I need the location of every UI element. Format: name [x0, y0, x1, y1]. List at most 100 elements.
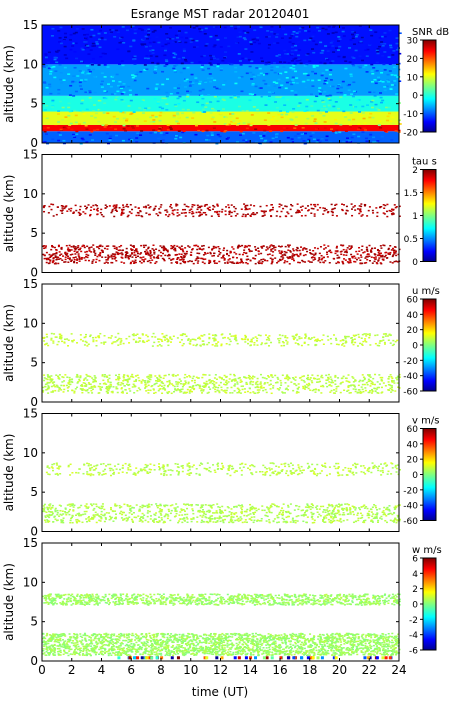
- data-cell: [318, 389, 320, 391]
- data-cell: [321, 50, 324, 52]
- data-cell: [202, 69, 205, 71]
- data-cell: [252, 384, 254, 386]
- data-cell: [57, 510, 59, 512]
- data-cell: [60, 43, 63, 45]
- data-cell: [51, 338, 53, 340]
- data-cell: [358, 336, 360, 338]
- data-cell: [146, 341, 148, 343]
- data-cell: [100, 514, 102, 516]
- data-cell: [165, 214, 167, 216]
- data-cell: [307, 205, 309, 207]
- data-cell: [92, 339, 94, 341]
- data-cell: [376, 212, 378, 214]
- data-cell: [338, 257, 340, 259]
- data-cell: [57, 140, 60, 142]
- data-cell: [129, 512, 131, 514]
- data-cell: [305, 215, 307, 217]
- data-cell: [215, 382, 217, 384]
- data-cell: [220, 511, 222, 513]
- data-cell: [328, 374, 330, 376]
- data-cell: [73, 51, 76, 53]
- data-cell: [176, 113, 179, 115]
- data-cell: [75, 58, 78, 60]
- data-cell: [165, 132, 168, 134]
- data-cell: [276, 133, 279, 135]
- data-cell: [244, 39, 247, 41]
- data-cell: [262, 258, 264, 260]
- data-cell: [247, 122, 250, 124]
- data-cell: [217, 506, 219, 508]
- data-cell: [365, 333, 367, 335]
- data-cell: [296, 254, 298, 256]
- data-cell: [352, 377, 354, 379]
- data-cell: [206, 43, 209, 45]
- data-cell: [123, 374, 125, 376]
- data-cell: [245, 382, 247, 384]
- data-cell: [243, 122, 246, 124]
- data-cell: [312, 256, 314, 258]
- data-cell: [281, 345, 283, 347]
- data-cell: [97, 121, 100, 123]
- data-cell: [175, 121, 178, 123]
- data-cell: [346, 378, 348, 380]
- data-cell: [387, 378, 389, 380]
- data-cell: [291, 50, 294, 52]
- data-cell: [240, 90, 243, 92]
- data-cell: [172, 118, 175, 120]
- data-cell: [45, 343, 47, 345]
- data-cell: [384, 90, 387, 92]
- data-cell: [389, 210, 391, 212]
- data-cell: [69, 377, 71, 379]
- data-cell: [397, 520, 399, 522]
- data-cell: [155, 503, 157, 505]
- data-cell: [213, 65, 216, 67]
- data-cell: [102, 506, 104, 508]
- data-cell: [197, 262, 199, 264]
- data-cell: [54, 518, 56, 520]
- data-cell: [297, 41, 300, 43]
- data-cell: [373, 518, 375, 520]
- data-cell: [269, 245, 271, 247]
- data-cell: [149, 260, 151, 262]
- data-cell: [276, 506, 278, 508]
- data-cell: [135, 141, 138, 143]
- data-cell: [186, 518, 188, 520]
- data-cell: [240, 258, 242, 260]
- data-cell: [346, 380, 348, 382]
- data-cell: [394, 390, 396, 392]
- data-cell: [208, 139, 211, 141]
- data-cell: [71, 505, 73, 507]
- data-cell: [159, 380, 161, 382]
- data-cell: [100, 209, 102, 211]
- data-cell: [75, 131, 78, 133]
- data-cell: [324, 260, 326, 262]
- data-cell: [248, 59, 251, 61]
- data-cell: [132, 376, 134, 378]
- data-cell: [368, 255, 370, 257]
- data-cell: [391, 74, 394, 76]
- data-cell: [253, 342, 255, 344]
- data-cell: [157, 101, 160, 103]
- data-cell: [180, 389, 182, 391]
- data-cell: [191, 521, 193, 523]
- data-cell: [353, 335, 355, 337]
- data-cell: [369, 335, 371, 337]
- data-cell: [377, 521, 379, 523]
- data-cell: [109, 375, 111, 377]
- data-cell: [57, 110, 60, 112]
- data-cell: [241, 509, 243, 511]
- data-cell: [291, 123, 294, 125]
- data-cell: [304, 261, 306, 263]
- data-cell: [95, 41, 98, 43]
- data-cell: [195, 125, 198, 127]
- data-cell: [349, 124, 352, 126]
- data-cell: [385, 333, 387, 335]
- data-cell: [101, 386, 103, 388]
- data-cell: [316, 65, 319, 67]
- data-cell: [297, 203, 299, 205]
- data-cell: [384, 342, 386, 344]
- data-cell: [256, 37, 259, 39]
- data-cell: [337, 377, 339, 379]
- data-cell: [76, 376, 78, 378]
- data-cell: [292, 108, 295, 110]
